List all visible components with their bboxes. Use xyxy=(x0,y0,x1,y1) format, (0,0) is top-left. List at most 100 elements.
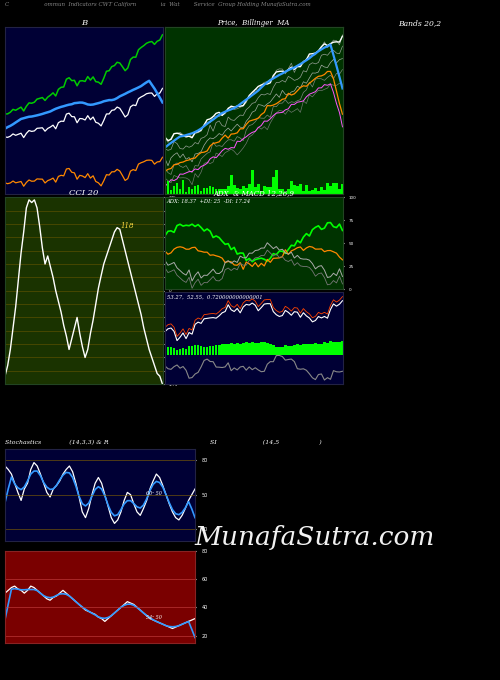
Bar xyxy=(221,344,224,355)
Bar xyxy=(332,342,335,355)
Bar xyxy=(263,341,266,355)
Bar xyxy=(299,184,302,194)
Bar xyxy=(239,189,242,194)
Bar xyxy=(242,343,244,355)
Title: CCI 20: CCI 20 xyxy=(69,189,98,197)
Bar xyxy=(233,186,235,194)
Bar xyxy=(311,344,314,355)
Text: 60ᵒ 50: 60ᵒ 50 xyxy=(146,491,162,496)
Bar xyxy=(188,186,190,194)
Bar xyxy=(172,186,176,194)
Bar xyxy=(272,177,274,194)
Bar xyxy=(341,341,344,355)
Bar xyxy=(281,347,283,355)
Bar xyxy=(317,343,320,355)
Bar xyxy=(257,184,260,194)
Text: Stochastics              (14,3,3) & R: Stochastics (14,3,3) & R xyxy=(5,439,108,445)
Bar xyxy=(341,184,344,194)
Bar xyxy=(224,188,226,194)
Bar xyxy=(218,345,220,355)
Bar xyxy=(230,343,232,355)
Bar xyxy=(206,347,208,355)
Bar xyxy=(335,183,338,194)
Bar xyxy=(184,349,188,355)
Bar xyxy=(272,345,274,355)
Bar xyxy=(178,349,182,355)
Bar xyxy=(269,186,272,194)
Bar xyxy=(209,186,212,194)
Bar xyxy=(287,345,290,355)
Bar xyxy=(194,345,196,355)
Bar xyxy=(257,343,260,355)
Bar xyxy=(166,181,170,194)
Bar xyxy=(203,188,205,194)
Bar xyxy=(166,347,170,355)
Bar xyxy=(284,192,286,194)
Bar xyxy=(172,348,176,355)
Bar xyxy=(245,342,248,355)
Bar xyxy=(224,344,226,355)
Bar xyxy=(227,186,230,194)
Bar xyxy=(326,343,329,355)
Bar xyxy=(164,348,166,355)
Bar xyxy=(302,191,304,194)
Bar xyxy=(218,190,220,194)
Text: 53.27,  52.55,  0.720000000000001: 53.27, 52.55, 0.720000000000001 xyxy=(167,294,262,299)
Bar xyxy=(287,189,290,194)
Bar xyxy=(278,347,280,355)
Bar xyxy=(212,346,214,355)
Bar xyxy=(263,186,266,194)
Bar xyxy=(260,191,262,194)
Bar xyxy=(212,188,214,194)
Bar xyxy=(293,345,296,355)
Title: Bands 20,2: Bands 20,2 xyxy=(398,19,442,27)
Bar xyxy=(299,345,302,355)
Title: ADX  & MACD 12,26,9: ADX & MACD 12,26,9 xyxy=(213,189,294,197)
Bar xyxy=(317,191,320,194)
Bar xyxy=(203,347,205,355)
Bar xyxy=(296,344,298,355)
Bar xyxy=(320,344,323,355)
Bar xyxy=(275,170,278,194)
Text: ADX: 18.37  +DI: 25  -DI: 17.24: ADX: 18.37 +DI: 25 -DI: 17.24 xyxy=(167,199,251,204)
Text: C                    ommun  Indicators CWT Californ              ia  Wat        : C ommun Indicators CWT Californ ia Wat xyxy=(5,2,311,7)
Text: 54ᵒ 50: 54ᵒ 50 xyxy=(146,615,162,619)
Text: SI                       (14,5                    ): SI (14,5 ) xyxy=(210,439,322,445)
Bar xyxy=(200,346,202,355)
Bar xyxy=(236,343,238,355)
Bar xyxy=(227,343,230,355)
Bar xyxy=(296,186,298,194)
Bar xyxy=(302,344,304,355)
Bar xyxy=(178,189,182,194)
Bar xyxy=(200,191,202,194)
Bar xyxy=(190,346,194,355)
Bar xyxy=(190,189,194,194)
Bar xyxy=(305,186,308,194)
Bar xyxy=(326,183,329,194)
Bar xyxy=(293,184,296,194)
Bar xyxy=(209,346,212,355)
Bar xyxy=(194,186,196,194)
Title: B: B xyxy=(80,19,87,27)
Bar xyxy=(266,343,268,355)
Bar xyxy=(206,188,208,194)
Bar xyxy=(176,350,178,355)
Bar xyxy=(248,343,250,355)
Bar xyxy=(281,190,283,194)
Bar xyxy=(170,190,172,194)
Bar xyxy=(329,341,332,355)
Bar xyxy=(323,343,326,355)
Bar xyxy=(278,190,280,194)
Bar xyxy=(314,188,317,194)
Bar xyxy=(329,186,332,194)
Bar xyxy=(335,342,338,355)
Bar xyxy=(254,187,256,194)
Bar xyxy=(182,180,184,194)
Bar xyxy=(230,175,232,194)
Bar xyxy=(196,185,200,194)
Bar xyxy=(164,187,166,194)
Bar xyxy=(251,342,254,355)
Bar xyxy=(251,170,254,194)
Bar xyxy=(269,343,272,355)
Bar xyxy=(266,187,268,194)
